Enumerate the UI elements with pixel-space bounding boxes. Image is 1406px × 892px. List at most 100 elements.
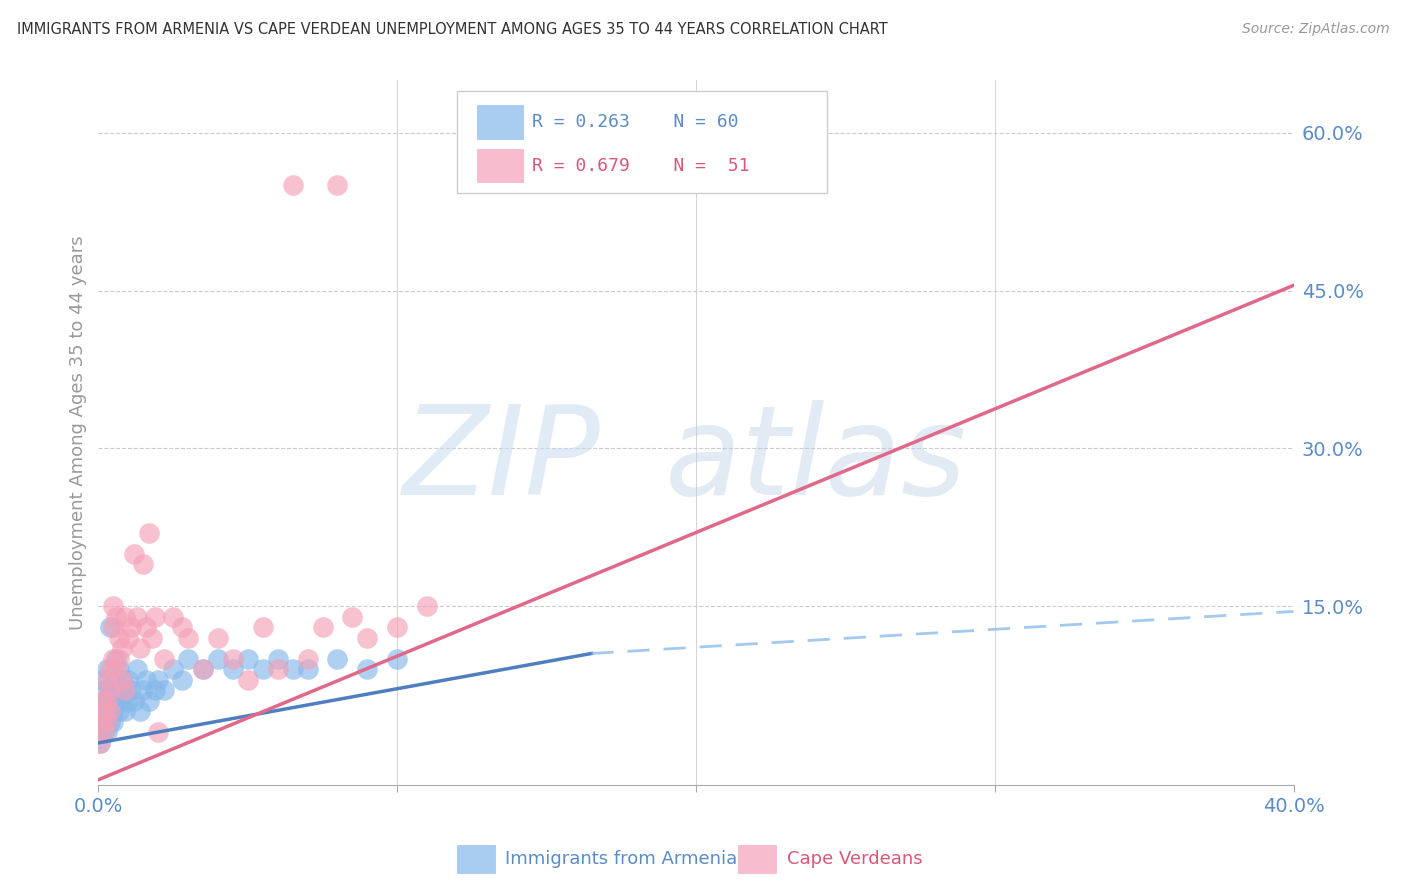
Point bbox=[124, 694, 146, 708]
Point bbox=[127, 662, 149, 676]
Point bbox=[117, 673, 139, 687]
Point bbox=[114, 683, 136, 698]
Point bbox=[96, 694, 118, 708]
Point bbox=[96, 704, 118, 718]
Point bbox=[135, 620, 157, 634]
Point bbox=[281, 178, 304, 193]
FancyBboxPatch shape bbox=[457, 845, 495, 873]
Point bbox=[93, 683, 115, 698]
Point bbox=[96, 673, 118, 687]
Text: Cape Verdeans: Cape Verdeans bbox=[787, 850, 922, 868]
Point bbox=[93, 725, 115, 739]
FancyBboxPatch shape bbox=[477, 149, 523, 183]
FancyBboxPatch shape bbox=[457, 91, 827, 193]
Point bbox=[148, 673, 170, 687]
Point bbox=[162, 662, 184, 676]
FancyBboxPatch shape bbox=[477, 105, 523, 139]
Point bbox=[93, 704, 115, 718]
Point bbox=[222, 662, 245, 676]
Text: ZIP: ZIP bbox=[402, 401, 600, 521]
Point bbox=[172, 620, 194, 634]
Point bbox=[267, 662, 290, 676]
Point bbox=[105, 609, 128, 624]
Point bbox=[252, 662, 274, 676]
Point bbox=[252, 620, 274, 634]
Point bbox=[236, 673, 259, 687]
Point bbox=[98, 704, 122, 718]
Point bbox=[138, 694, 160, 708]
Point bbox=[98, 714, 122, 729]
Point bbox=[127, 609, 149, 624]
Point bbox=[141, 631, 163, 645]
Point bbox=[132, 557, 155, 571]
Point bbox=[117, 694, 139, 708]
Text: atlas: atlas bbox=[665, 401, 966, 521]
Point bbox=[356, 662, 378, 676]
Point bbox=[93, 714, 115, 729]
Point bbox=[96, 714, 118, 729]
Point bbox=[105, 662, 128, 676]
Point bbox=[162, 609, 184, 624]
Point bbox=[105, 694, 128, 708]
Point bbox=[177, 652, 200, 666]
Point bbox=[207, 652, 229, 666]
Point bbox=[114, 683, 136, 698]
Point bbox=[356, 631, 378, 645]
Point bbox=[416, 599, 439, 614]
Point bbox=[114, 704, 136, 718]
Point bbox=[111, 694, 134, 708]
Point bbox=[143, 609, 166, 624]
FancyBboxPatch shape bbox=[738, 845, 776, 873]
Point bbox=[326, 178, 349, 193]
Point bbox=[103, 620, 125, 634]
Point bbox=[98, 683, 122, 698]
Point bbox=[108, 652, 131, 666]
Point bbox=[281, 662, 304, 676]
Point bbox=[108, 683, 131, 698]
Point bbox=[108, 662, 131, 676]
Point bbox=[267, 652, 290, 666]
Point bbox=[89, 736, 111, 750]
Point bbox=[98, 662, 122, 676]
Point bbox=[172, 673, 194, 687]
Point bbox=[96, 714, 118, 729]
Point bbox=[93, 704, 115, 718]
Point bbox=[191, 662, 214, 676]
Point bbox=[93, 725, 115, 739]
Point bbox=[98, 704, 122, 718]
Point bbox=[111, 641, 134, 656]
Point bbox=[120, 683, 142, 698]
Point bbox=[105, 652, 128, 666]
Point bbox=[117, 631, 139, 645]
Text: R = 0.263    N = 60: R = 0.263 N = 60 bbox=[533, 113, 740, 131]
Point bbox=[132, 683, 155, 698]
Point bbox=[103, 599, 125, 614]
Y-axis label: Unemployment Among Ages 35 to 44 years: Unemployment Among Ages 35 to 44 years bbox=[69, 235, 87, 630]
Point bbox=[90, 714, 112, 729]
Point bbox=[297, 662, 319, 676]
Point bbox=[103, 683, 125, 698]
Text: Source: ZipAtlas.com: Source: ZipAtlas.com bbox=[1241, 22, 1389, 37]
Point bbox=[90, 704, 112, 718]
Point bbox=[120, 620, 142, 634]
Point bbox=[111, 673, 134, 687]
Point bbox=[153, 683, 176, 698]
Point bbox=[103, 704, 125, 718]
Point bbox=[96, 662, 118, 676]
Point bbox=[98, 620, 122, 634]
Point bbox=[105, 673, 128, 687]
Point bbox=[236, 652, 259, 666]
Point bbox=[153, 652, 176, 666]
Point bbox=[385, 652, 409, 666]
Point bbox=[89, 736, 111, 750]
Point bbox=[108, 631, 131, 645]
Point bbox=[138, 525, 160, 540]
Point bbox=[111, 673, 134, 687]
Point bbox=[103, 714, 125, 729]
Point bbox=[90, 694, 112, 708]
Point bbox=[91, 704, 114, 718]
Point bbox=[90, 714, 112, 729]
Text: Immigrants from Armenia: Immigrants from Armenia bbox=[505, 850, 737, 868]
Text: IMMIGRANTS FROM ARMENIA VS CAPE VERDEAN UNEMPLOYMENT AMONG AGES 35 TO 44 YEARS C: IMMIGRANTS FROM ARMENIA VS CAPE VERDEAN … bbox=[17, 22, 887, 37]
Point bbox=[177, 631, 200, 645]
